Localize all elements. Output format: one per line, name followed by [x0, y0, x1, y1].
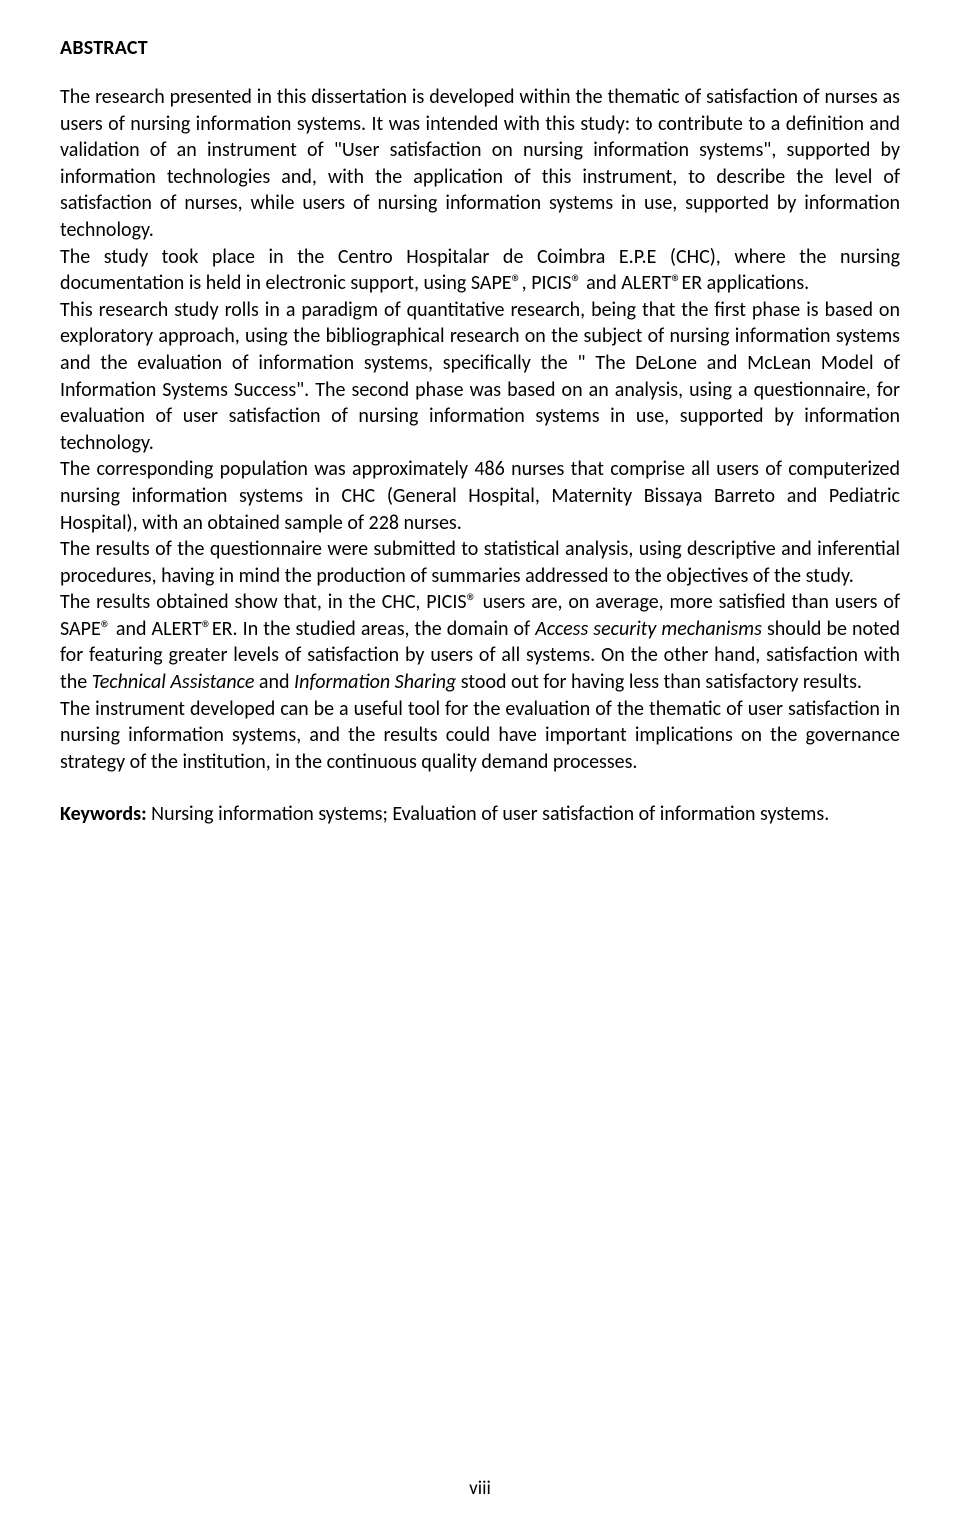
abstract-heading: ABSTRACT — [60, 36, 900, 60]
keywords-text: Nursing information systems; Evaluation … — [147, 802, 830, 826]
abstract-paragraph: This research study rolls in a paradigm … — [60, 297, 900, 457]
abstract-paragraph: The results of the questionnaire were su… — [60, 536, 900, 589]
text-run: and — [254, 670, 294, 694]
italic-term: Technical Assistance — [92, 670, 255, 694]
abstract-paragraph: The research presented in this dissertat… — [60, 84, 900, 244]
abstract-paragraph: The results obtained show that, in the C… — [60, 589, 900, 695]
abstract-paragraph: The instrument developed can be a useful… — [60, 696, 900, 776]
text-run: stood out for having less than satisfact… — [456, 670, 862, 694]
abstract-paragraph: The corresponding population was approxi… — [60, 456, 900, 536]
section-gap — [60, 775, 900, 801]
italic-term: Information Sharing — [294, 670, 456, 694]
keywords-paragraph: Keywords: Nursing information systems; E… — [60, 801, 900, 828]
italic-term: Access security mechanisms — [535, 617, 762, 641]
abstract-paragraph: The study took place in the Centro Hospi… — [60, 244, 900, 297]
document-page: ABSTRACT The research presented in this … — [0, 0, 960, 1528]
page-number: viii — [0, 1477, 960, 1500]
keywords-label: Keywords: — [60, 802, 147, 826]
